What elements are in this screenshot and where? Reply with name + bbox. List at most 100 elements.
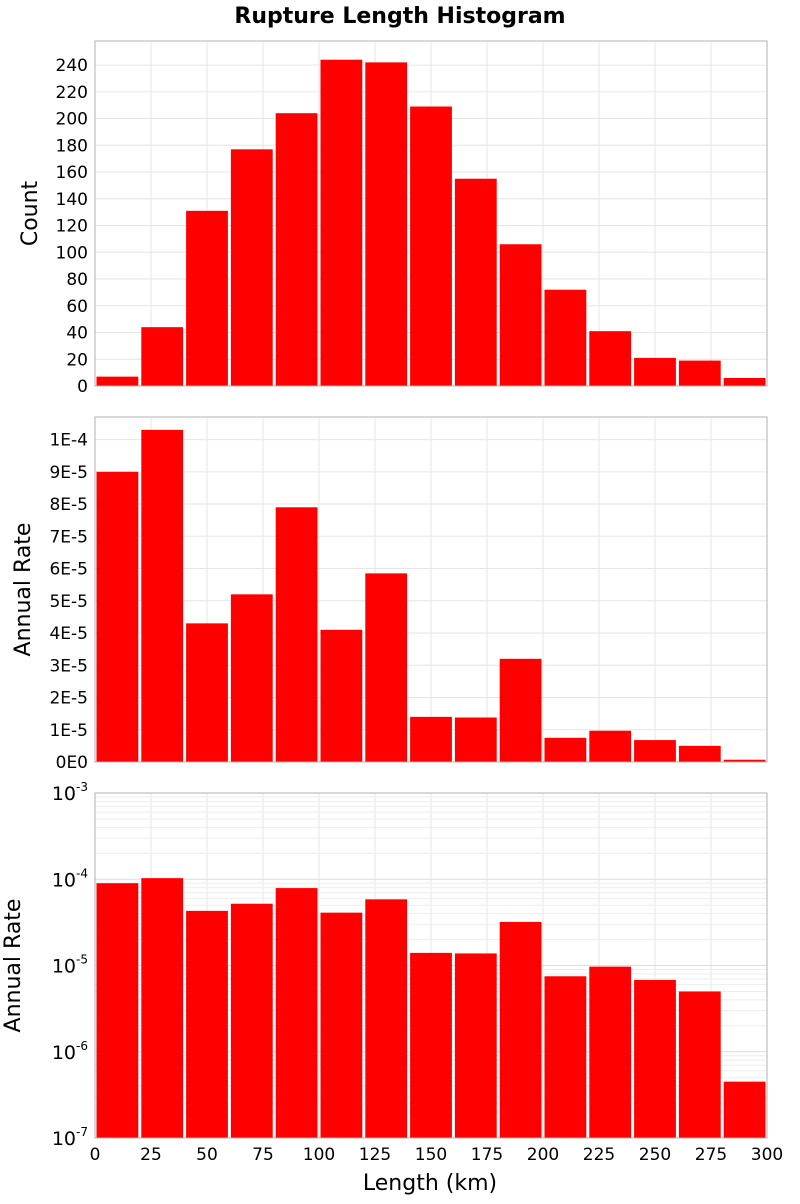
y-tick-label: 8E-5: [49, 495, 88, 515]
bar: [678, 360, 721, 386]
x-tick-label: 175: [471, 1145, 503, 1165]
bar: [678, 745, 721, 762]
bars: [96, 878, 766, 1138]
bar: [96, 471, 139, 762]
x-tick-label: 200: [527, 1145, 559, 1165]
y-tick-label: 10-3: [52, 780, 88, 805]
y-tick-label: 10-4: [52, 866, 88, 891]
y-tick-label: 60: [66, 297, 88, 317]
x-tick-labels: 0 25 50 75 100 125 150 175 200 225 250 275 300: [90, 1145, 784, 1165]
bar: [454, 717, 497, 762]
bar: [454, 953, 497, 1138]
bar: [365, 62, 408, 386]
bar: [723, 1081, 766, 1138]
x-axis-label: Length (km): [363, 1171, 497, 1196]
y-tick-labels: 10-7 10-6 10-5 10-4 10-3: [52, 780, 88, 1150]
y-tick-label: 80: [66, 270, 88, 290]
bar: [141, 327, 184, 386]
bar: [544, 289, 587, 386]
bar: [96, 376, 139, 386]
y-tick-label: 5E-5: [49, 592, 88, 612]
bar: [589, 966, 632, 1138]
bar: [320, 912, 363, 1138]
bar: [634, 357, 676, 386]
bar: [589, 331, 632, 386]
bar: [275, 888, 318, 1138]
bar: [634, 740, 676, 762]
y-tick-label: 200: [56, 110, 88, 130]
bar: [186, 210, 228, 386]
y-tick-label: 240: [56, 56, 88, 76]
bar: [186, 910, 228, 1138]
plot-frame: [94, 416, 768, 763]
x-tick-label: 50: [196, 1145, 218, 1165]
x-tick-label: 25: [140, 1145, 162, 1165]
bar: [96, 883, 139, 1138]
x-tick-label: 250: [639, 1145, 671, 1165]
bar: [230, 903, 273, 1138]
y-tick-label: 20: [66, 350, 88, 370]
y-tick-label: 180: [56, 136, 88, 156]
y-tick-label: 220: [56, 83, 88, 103]
bars: [96, 59, 766, 387]
bar: [410, 106, 452, 386]
y-tick-label: 120: [56, 217, 88, 237]
bar: [499, 244, 542, 386]
y-tick-labels: 0 20 40 60 80 100 120 140 160 180 200 220 240: [56, 56, 88, 397]
bar: [141, 878, 184, 1138]
bar: [454, 178, 497, 386]
y-tick-label: 1E-4: [49, 431, 88, 451]
bar: [723, 759, 766, 762]
plot-frame: [94, 40, 768, 387]
bar: [320, 59, 363, 386]
bar: [678, 991, 721, 1138]
x-tick-label: 275: [695, 1145, 727, 1165]
y-tick-label: 2E-5: [49, 689, 88, 709]
bar: [275, 507, 318, 762]
bar: [141, 429, 184, 762]
panel-rate-log: 10-7 10-6 10-5 10-4 10-3 Annual Rate: [1, 780, 768, 1150]
y-axis-label: Annual Rate: [1, 899, 26, 1033]
bar: [320, 629, 363, 762]
y-tick-label: 10-6: [52, 1039, 88, 1064]
y-tick-label: 10-7: [52, 1125, 88, 1150]
y-tick-label: 40: [66, 324, 88, 344]
y-tick-label: 10-5: [52, 953, 88, 978]
bar: [499, 658, 542, 762]
y-tick-label: 0: [77, 377, 88, 397]
x-tick-label: 300: [751, 1145, 783, 1165]
bar: [186, 623, 228, 762]
bar: [499, 921, 542, 1138]
y-tick-label: 140: [56, 190, 88, 210]
x-tick-label: 100: [303, 1145, 335, 1165]
y-tick-label: 160: [56, 163, 88, 183]
bar: [723, 377, 766, 386]
bar: [410, 716, 452, 762]
x-tick-label: 0: [90, 1145, 101, 1165]
bar: [544, 737, 587, 762]
y-tick-label: 100: [56, 243, 88, 263]
y-tick-labels: 0E0 1E-5 2E-5 3E-5 4E-5 5E-5 6E-5 7E-5 8E-5 9E-5 1…: [49, 431, 88, 773]
bar: [365, 899, 408, 1138]
y-tick-label: 9E-5: [49, 463, 88, 483]
y-axis-label: Count: [18, 180, 43, 246]
bar: [365, 573, 408, 762]
chart-title: Rupture Length Histogram: [234, 4, 565, 29]
y-tick-label: 6E-5: [49, 560, 88, 580]
y-axis-label: Annual Rate: [11, 523, 36, 657]
plot-frame: [94, 792, 768, 1139]
y-tick-label: 1E-5: [49, 721, 88, 741]
bars: [96, 429, 766, 762]
bar: [230, 149, 273, 386]
y-tick-label: 0E0: [56, 753, 88, 773]
bar: [275, 113, 318, 387]
bar: [230, 594, 273, 762]
bar: [544, 976, 587, 1138]
panel-count: 0 20 40 60 80 100 120 140 160 180 200 220 240 Count: [18, 40, 768, 397]
bar: [634, 979, 676, 1138]
y-tick-label: 3E-5: [49, 656, 88, 676]
y-tick-label: 4E-5: [49, 624, 88, 644]
x-tick-label: 125: [359, 1145, 391, 1165]
